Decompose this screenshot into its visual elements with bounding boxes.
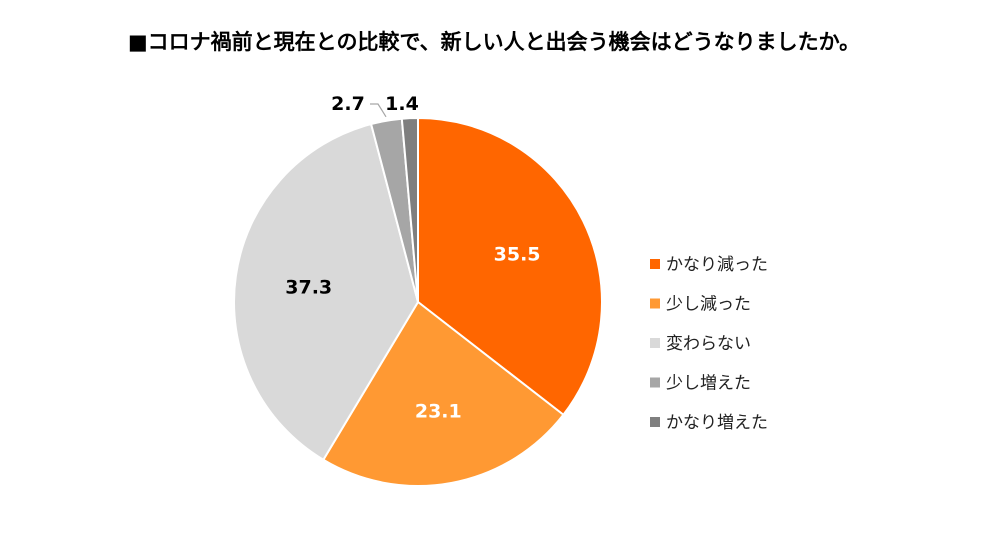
leader-lines (370, 103, 387, 118)
slice-2 (321, 300, 565, 487)
legend-swatch-3 (650, 338, 660, 348)
leader-line-4 (370, 103, 387, 118)
slice-1 (417, 116, 603, 417)
legend-swatch-2 (650, 298, 660, 309)
legend-label-3: 変わらない (666, 334, 751, 354)
slice-3 (233, 122, 420, 462)
legend-swatch-5 (650, 417, 660, 427)
legend-swatch-1 (650, 259, 660, 269)
chart-title: ■コロナ禍前と現在との比較で、新しい人と出会う機会はどうなりましたか。 (128, 30, 860, 54)
pie-slices (233, 116, 603, 487)
data-label-4: 2.7 (331, 93, 365, 115)
legend-label-5: かなり増えた (666, 413, 768, 433)
legend-label-2: 少し減った (666, 295, 751, 315)
legend-label-4: 少し増えた (666, 374, 751, 394)
data-label-2: 23.1 (415, 401, 462, 423)
data-labels: 35.5 23.1 37.3 2.7 1.4 (285, 93, 540, 423)
data-label-1: 35.5 (494, 243, 541, 265)
data-label-5: 1.4 (385, 93, 419, 115)
legend-label-1: かなり減った (666, 255, 768, 275)
legend-swatch-4 (650, 377, 660, 388)
data-label-3: 37.3 (285, 276, 332, 298)
slice-5 (400, 116, 419, 303)
